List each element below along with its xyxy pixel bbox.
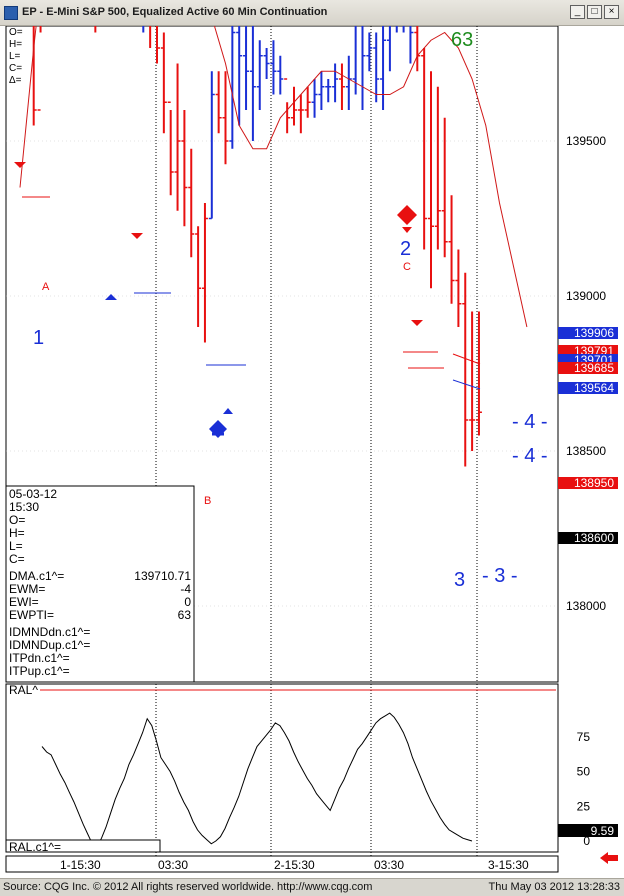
data-extra-label: IDMNDup.c1^= bbox=[9, 638, 90, 652]
close-button[interactable]: × bbox=[604, 5, 619, 19]
title-bar: EP - E-Mini S&P 500, Equalized Active 60… bbox=[0, 0, 624, 26]
wave-2-label: 2 bbox=[400, 238, 411, 260]
wave-4-target-label-upper: - 4 - bbox=[512, 411, 548, 433]
oscillator-line: 0 25 50 75 bbox=[41, 712, 591, 848]
ohlc-high: H= bbox=[9, 39, 22, 50]
app-icon bbox=[4, 6, 18, 20]
data-row-label: EWM= bbox=[9, 582, 45, 596]
buy-marker bbox=[223, 408, 233, 414]
time-axis-strip bbox=[5, 855, 559, 873]
ohlc-open: O= bbox=[9, 27, 23, 38]
data-window: 05-03-12 15:30 O= H= L= C= DMA.c1^= 1397… bbox=[5, 485, 195, 683]
wave-b-label: B bbox=[204, 495, 211, 507]
oscillator-tick-label: 50 bbox=[577, 765, 591, 779]
price-tag-label: 139685 bbox=[574, 361, 614, 375]
sell-marker bbox=[131, 233, 143, 239]
vertical-gridlines bbox=[155, 26, 478, 856]
ohlc-low: L= bbox=[9, 51, 21, 62]
data-time: 15:30 bbox=[9, 500, 39, 514]
oscillator-panel-frame bbox=[5, 683, 559, 853]
price-tag-label: 138950 bbox=[574, 476, 614, 490]
price-tag bbox=[558, 382, 618, 394]
wave-4-target-label-lower: - 4 - bbox=[512, 445, 548, 467]
data-row-value: 139710.71 bbox=[134, 569, 191, 583]
time-label: 1-15:30 bbox=[60, 858, 101, 872]
signal-markers bbox=[14, 162, 481, 438]
wave-a-label: A bbox=[42, 281, 50, 293]
oscillator-current-value: 9.59 bbox=[591, 824, 615, 838]
data-extra-label: ITPdn.c1^= bbox=[9, 651, 70, 665]
time-label: 03:30 bbox=[374, 858, 404, 872]
time-label: 2-15:30 bbox=[274, 858, 315, 872]
data-extra-label: ITPup.c1^= bbox=[9, 664, 70, 678]
price-tick-label: 138000 bbox=[566, 599, 606, 613]
sell-marker bbox=[14, 162, 26, 168]
oscillator-bottom-label: RAL.c1^= bbox=[9, 840, 61, 854]
time-label: 3-15:30 bbox=[488, 858, 529, 872]
ohlc-delta: Δ= bbox=[9, 75, 22, 86]
moving-average bbox=[19, 26, 528, 328]
data-low: L= bbox=[9, 539, 23, 553]
price-tick-label: 139500 bbox=[566, 134, 606, 148]
back-arrow-icon[interactable] bbox=[600, 852, 618, 864]
data-row-value: -4 bbox=[180, 582, 191, 596]
data-row-value: 63 bbox=[178, 608, 192, 622]
price-tick-label: 139000 bbox=[566, 289, 606, 303]
axis-ticks: 1380001385001390001395001400001405001410… bbox=[566, 134, 606, 613]
price-tags: 1399061397911397011396851395641389501386… bbox=[558, 326, 618, 545]
time-label: 03:30 bbox=[158, 858, 188, 872]
sell-marker bbox=[411, 320, 423, 326]
maximize-button[interactable]: □ bbox=[587, 5, 602, 19]
data-row-label: DMA.c1^= bbox=[9, 569, 64, 583]
data-extra-label: IDMNDdn.c1^= bbox=[9, 625, 90, 639]
price-tag bbox=[558, 532, 618, 544]
data-row-label: EWPTI= bbox=[9, 608, 54, 622]
data-row-value: 0 bbox=[184, 595, 191, 609]
sell-marker bbox=[402, 227, 412, 233]
buy-marker bbox=[105, 294, 117, 300]
counter-label: 63 bbox=[451, 29, 473, 51]
oscillator-line bbox=[41, 712, 473, 848]
moving-average-line bbox=[19, 26, 528, 328]
status-bar: Source: CQG Inc. © 2012 All rights reser… bbox=[0, 878, 624, 896]
diamond-sell-marker bbox=[397, 205, 417, 225]
ohlc-close: C= bbox=[9, 63, 22, 74]
oscillator-tick-label: 25 bbox=[577, 799, 591, 813]
wave-3-target-label: - 3 - bbox=[482, 565, 518, 587]
oscillator-tick-label: 75 bbox=[577, 730, 591, 744]
wave-3-label: 3 bbox=[454, 569, 465, 591]
data-date: 05-03-12 bbox=[9, 487, 57, 501]
price-tag bbox=[558, 477, 618, 489]
wave-1-label: 1 bbox=[33, 327, 44, 349]
price-tag bbox=[558, 362, 618, 374]
price-tag-label: 139906 bbox=[574, 326, 614, 340]
footer-timestamp: Thu May 03 2012 13:28:33 bbox=[488, 881, 620, 893]
footer-source: Source: CQG Inc. © 2012 All rights reser… bbox=[3, 881, 373, 893]
price-tag bbox=[558, 327, 618, 339]
data-row-label: EWI= bbox=[9, 595, 39, 609]
price-bars bbox=[32, 26, 482, 467]
price-tag-label: 139564 bbox=[574, 381, 614, 395]
window-title: EP - E-Mini S&P 500, Equalized Active 60… bbox=[22, 6, 328, 18]
data-open: O= bbox=[9, 513, 25, 527]
oscillator-tick-label: 0 bbox=[583, 834, 590, 848]
wave-c-label: C bbox=[403, 261, 411, 273]
oscillator-name: RAL^ bbox=[9, 683, 38, 697]
minimize-button[interactable]: _ bbox=[570, 5, 585, 19]
data-close: C= bbox=[9, 552, 25, 566]
data-high: H= bbox=[9, 526, 25, 540]
price-tick-label: 138500 bbox=[566, 444, 606, 458]
price-tag-label: 138600 bbox=[574, 531, 614, 545]
ohlc-header: O= H= L= C= Δ= bbox=[9, 27, 23, 86]
